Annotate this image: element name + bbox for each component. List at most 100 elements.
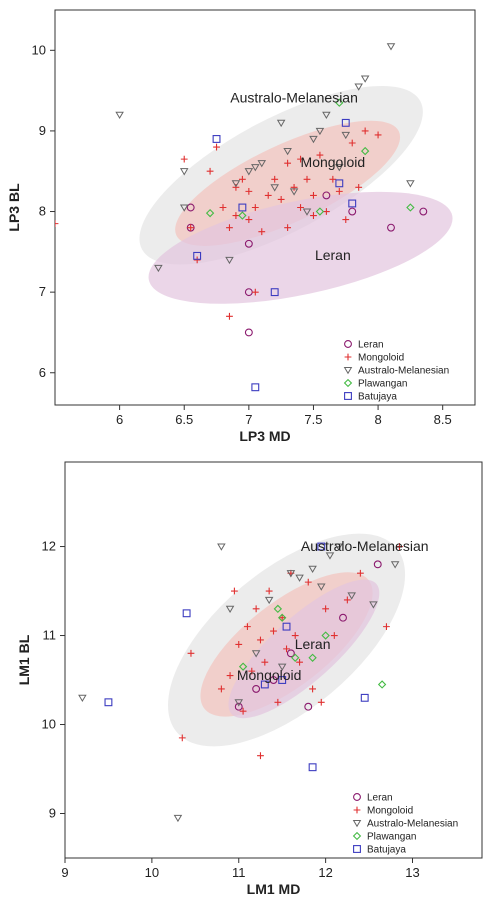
data-point <box>257 636 264 644</box>
series-australo-melanesian <box>78 543 400 823</box>
x-tick-label: 10 <box>145 865 159 880</box>
data-point <box>244 328 253 337</box>
ellipse-label: Leran <box>315 247 351 263</box>
data-point <box>261 658 269 666</box>
data-point <box>317 698 325 706</box>
legend: Leran Mongoloid Australo-Melanesian Plawang… <box>352 793 458 856</box>
series-mongoloid <box>55 127 382 320</box>
data-point <box>244 168 254 176</box>
data-point <box>193 256 201 264</box>
x-tick-label: 8 <box>374 412 381 427</box>
data-point <box>360 146 370 156</box>
data-point <box>213 143 220 151</box>
data-point <box>251 288 259 296</box>
data-point <box>205 208 215 218</box>
series-batujaya <box>193 118 357 392</box>
legend-marker <box>353 806 361 814</box>
data-point <box>361 127 369 135</box>
data-point <box>291 632 299 639</box>
y-tick-label: 7 <box>39 284 46 299</box>
legend-marker <box>343 378 353 388</box>
data-point <box>295 574 304 582</box>
x-tick-label: 12 <box>318 865 332 880</box>
data-point <box>252 684 261 693</box>
legend-entry: Batujaya <box>358 392 397 403</box>
data-point <box>317 583 326 591</box>
y-tick-label: 12 <box>42 539 56 554</box>
legend-marker <box>353 793 361 801</box>
data-point <box>284 224 292 232</box>
data-point <box>187 649 195 657</box>
data-point <box>309 685 316 693</box>
data-point <box>290 183 298 191</box>
data-point <box>296 658 303 666</box>
series-batujaya <box>104 542 369 772</box>
data-point <box>258 228 266 236</box>
data-point <box>347 592 356 600</box>
chart-panel-lp3: Australo-Melanesian Mongoloid Leran 6 6.5 7 7.… <box>6 9 476 444</box>
data-point <box>390 561 400 569</box>
ellipse-label: Mongoloid <box>301 154 366 170</box>
data-point <box>238 203 247 212</box>
ellipse-label: Australo-Melanesian <box>230 90 358 106</box>
legend-marker <box>343 366 353 375</box>
legend-entry: Batujaya <box>367 845 406 856</box>
data-point <box>226 312 233 320</box>
data-point <box>360 75 370 83</box>
legend-entry: Plawangan <box>358 379 407 390</box>
data-point <box>226 224 233 232</box>
data-point <box>78 694 87 703</box>
legend-marker <box>352 819 362 828</box>
data-point <box>317 542 326 551</box>
data-point <box>232 212 240 219</box>
legend-marker <box>353 845 361 853</box>
data-point <box>322 605 330 613</box>
data-point <box>276 119 286 128</box>
data-point <box>179 168 189 176</box>
ellipse-leran <box>148 191 453 304</box>
data-point <box>245 187 253 195</box>
data-point <box>217 543 226 551</box>
data-point <box>303 175 311 183</box>
data-point <box>282 622 291 631</box>
data-point <box>225 256 234 265</box>
data-point <box>104 698 113 707</box>
data-point <box>55 220 59 228</box>
data-point <box>245 216 253 223</box>
data-point <box>377 680 387 689</box>
data-point <box>182 609 191 618</box>
data-point <box>257 160 267 168</box>
data-point <box>212 135 221 143</box>
data-point <box>335 164 344 172</box>
data-point <box>187 224 195 232</box>
data-point <box>373 560 382 569</box>
data-point <box>316 151 324 159</box>
data-point <box>265 587 273 595</box>
x-tick-label: 9 <box>61 865 68 880</box>
data-point <box>335 187 343 195</box>
data-point <box>270 288 279 297</box>
data-point <box>308 565 317 574</box>
data-point <box>173 814 183 823</box>
legend-entry: Leran <box>367 793 393 804</box>
data-point <box>387 223 395 232</box>
y-axis-title: LM1 BL <box>16 634 32 685</box>
y-tick-label: 10 <box>42 717 56 732</box>
series-plawangan <box>238 604 387 689</box>
data-point <box>270 184 279 192</box>
y-tick-label: 9 <box>49 806 56 821</box>
data-point <box>360 693 369 702</box>
y-tick-label: 9 <box>39 123 46 138</box>
data-point <box>278 614 286 622</box>
data-point <box>356 569 364 577</box>
data-point <box>238 175 246 183</box>
data-point <box>396 543 403 550</box>
x-tick-label: 11 <box>232 865 246 880</box>
plot-area <box>55 43 453 392</box>
data-point <box>154 264 163 273</box>
data-point <box>322 191 331 200</box>
data-point <box>269 676 278 684</box>
data-point <box>341 131 351 140</box>
x-tick-label: 13 <box>405 865 419 880</box>
data-point <box>231 180 241 188</box>
